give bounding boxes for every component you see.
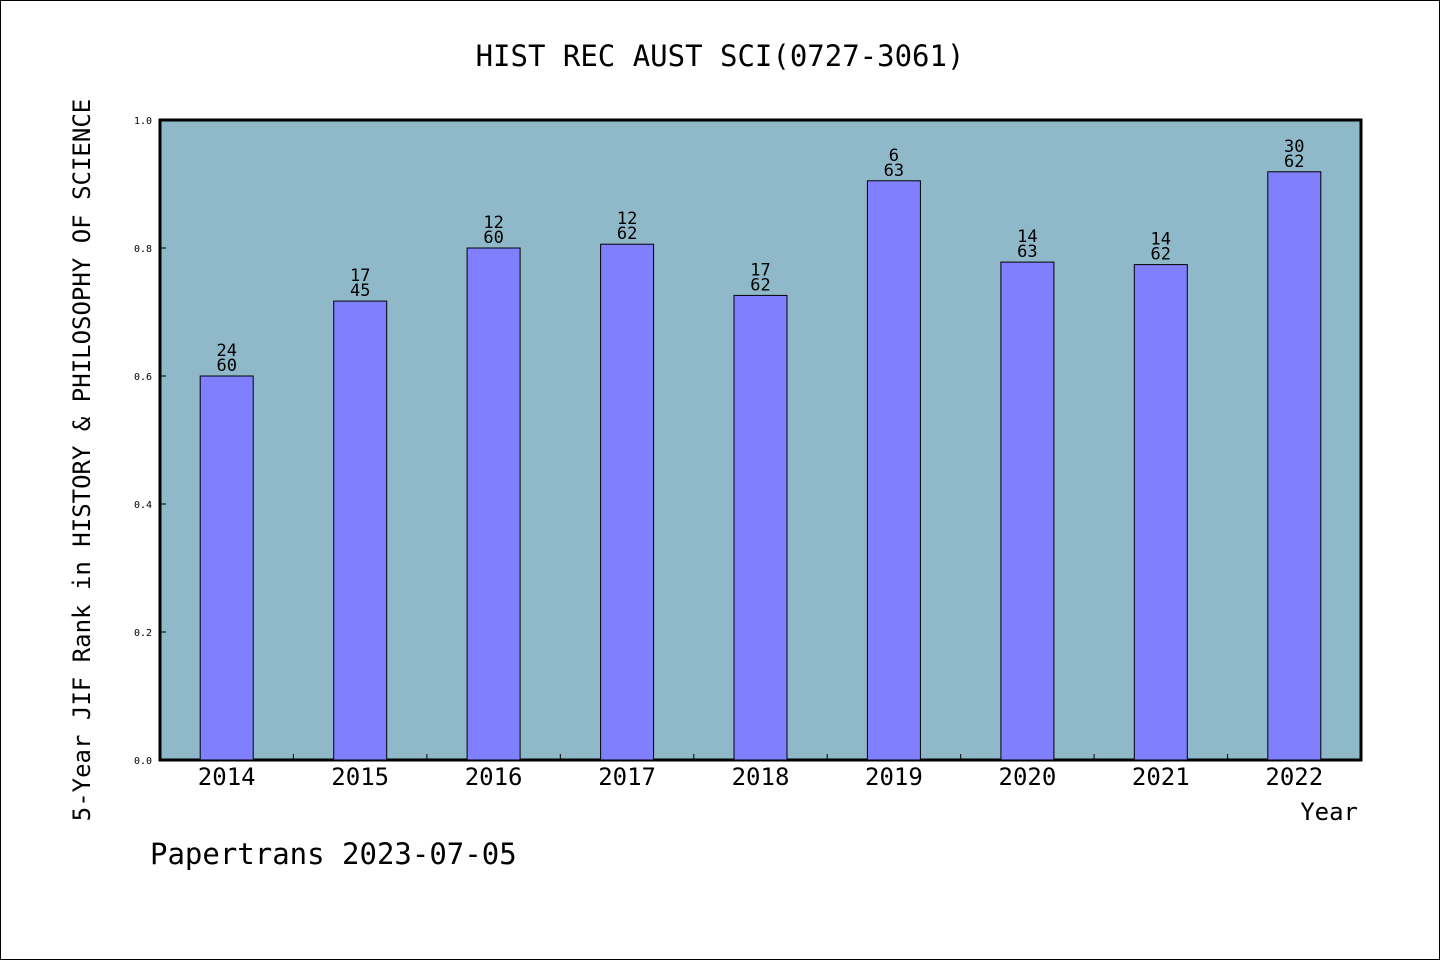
y-tick-label-0.2: 0.2 (134, 628, 152, 639)
x-tick-label-2018: 2018 (732, 763, 790, 791)
bar-2014 (199, 375, 254, 761)
x-tick-label-2017: 2017 (598, 763, 656, 791)
x-tick-label-2019: 2019 (865, 763, 923, 791)
bar-2018 (733, 294, 788, 761)
y-tick-label-0.0: 0.0 (134, 756, 152, 767)
rank-label-2022: 30 (1284, 137, 1304, 157)
rank-label-2019: 6 (889, 146, 899, 166)
bar-2019 (866, 180, 921, 761)
y-axis-label: 5-Year JIF Rank in HISTORY & PHILOSOPHY … (68, 99, 96, 821)
x-tick-label-2015: 2015 (331, 763, 389, 791)
total-label-2017: 62 (617, 224, 637, 244)
total-label-2020: 63 (1017, 242, 1037, 262)
chart-title: HIST REC AUST SCI(0727-3061) (476, 39, 965, 73)
y-tick-label-0.6: 0.6 (134, 372, 152, 383)
x-tick-label-2021: 2021 (1132, 763, 1190, 791)
x-tick-label-2016: 2016 (465, 763, 523, 791)
bar-2017 (600, 243, 655, 761)
rank-label-2015: 17 (350, 266, 370, 286)
bar-2021 (1133, 264, 1188, 761)
x-tick-label-2014: 2014 (198, 763, 256, 791)
rank-label-2014: 24 (216, 341, 236, 361)
total-label-2015: 45 (350, 281, 370, 301)
total-label-2022: 62 (1284, 152, 1304, 172)
x-axis-ticks: 2014 2015 2016 2017 2018 2019 2020 2021 2022 (198, 754, 1323, 791)
bar-2020 (1000, 261, 1055, 761)
x-axis-label: Year (1300, 798, 1358, 826)
y-tick-label-1.0: 1.0 (134, 116, 152, 127)
rank-label-2016: 12 (483, 213, 503, 233)
rank-label-2020: 14 (1017, 227, 1037, 247)
total-label-2021: 62 (1151, 245, 1171, 265)
rank-label-2021: 14 (1151, 230, 1171, 250)
x-tick-label-2020: 2020 (999, 763, 1057, 791)
total-label-2018: 62 (750, 275, 770, 295)
y-tick-label-0.4: 0.4 (134, 500, 152, 511)
total-label-2016: 60 (483, 228, 503, 248)
y-tick-label-0.8: 0.8 (134, 244, 152, 255)
bar-2016 (466, 247, 521, 761)
rank-label-2018: 17 (750, 260, 770, 280)
rank-label-2017: 12 (617, 209, 637, 229)
bar-2022 (1267, 171, 1322, 761)
total-label-2019: 63 (884, 161, 904, 181)
total-label-2014: 60 (216, 356, 236, 376)
footer-credit: Papertrans 2023-07-05 (150, 837, 517, 871)
y-axis-ticks: 0.0 0.2 0.4 0.6 0.8 1.0 (134, 116, 166, 767)
x-tick-label-2022: 2022 (1265, 763, 1323, 791)
bar-2015 (333, 300, 388, 761)
